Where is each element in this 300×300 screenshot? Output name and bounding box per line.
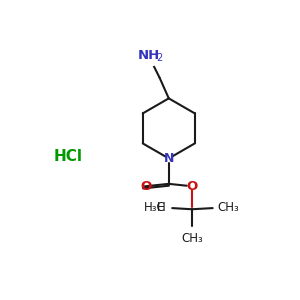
Text: CH₃: CH₃ bbox=[218, 201, 239, 214]
Circle shape bbox=[141, 47, 160, 66]
Text: HCl: HCl bbox=[54, 148, 83, 164]
Text: CH₃: CH₃ bbox=[181, 232, 203, 245]
Text: O: O bbox=[186, 180, 197, 193]
Text: H: H bbox=[157, 201, 165, 214]
Text: N: N bbox=[164, 152, 174, 165]
Text: H₃C: H₃C bbox=[143, 201, 165, 214]
Text: 2: 2 bbox=[156, 53, 162, 63]
Text: NH: NH bbox=[138, 49, 160, 62]
Text: O: O bbox=[140, 180, 151, 193]
